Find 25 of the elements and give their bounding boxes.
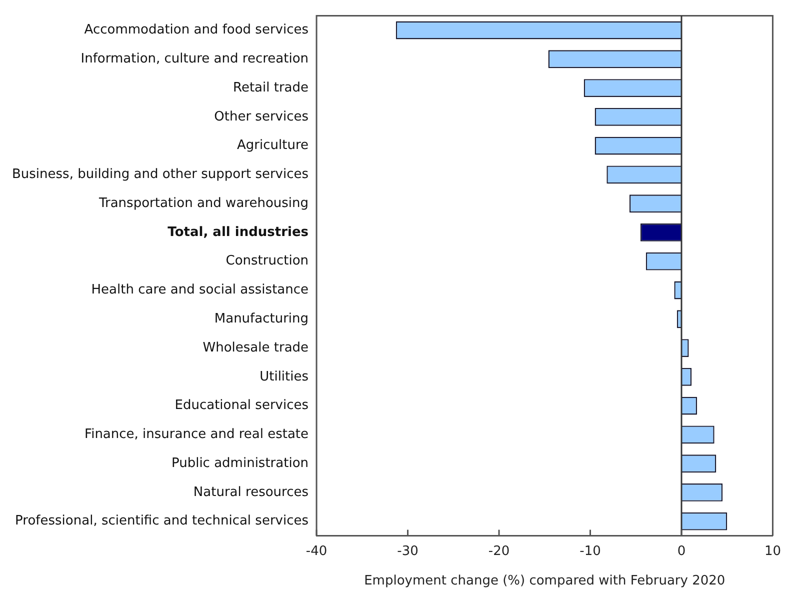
x-tick-label: 0 <box>677 544 686 559</box>
y-tick-label: Educational services <box>174 398 309 414</box>
y-tick-label: Accommodation and food services <box>84 22 309 38</box>
y-tick-label: Utilities <box>260 369 309 384</box>
y-tick-label: Natural resources <box>193 484 309 500</box>
y-tick-label: Agriculture <box>237 138 309 154</box>
y-tick-label: Public administration <box>171 456 309 471</box>
x-tick-label: -40 <box>306 544 328 559</box>
y-tick-label: Retail trade <box>233 80 309 96</box>
y-tick-label: Finance, insurance and real estate <box>84 427 309 442</box>
y-tick-label: Business, building and other support services <box>12 167 309 182</box>
y-tick-label: Total, all industries <box>168 224 309 240</box>
x-tick-label: -10 <box>580 544 601 559</box>
y-tick-label: Other services <box>214 109 309 124</box>
y-tick-label: Health care and social assistance <box>91 282 309 298</box>
y-tick-label: Manufacturing <box>214 312 309 327</box>
x-tick-label: -20 <box>488 544 510 559</box>
x-tick-label: 10 <box>764 544 781 559</box>
y-tick-label: Information, culture and recreation <box>80 52 309 67</box>
y-tick-label: Transportation and warehousing <box>98 196 309 211</box>
x-axis-title: Employment change (%) compared with February 2020 <box>364 574 726 589</box>
y-tick-label: Wholesale trade <box>202 340 309 356</box>
y-tick-label: Professional, scientific and technical services <box>15 514 309 529</box>
x-tick-label: -30 <box>397 544 418 559</box>
y-tick-label: Construction <box>226 254 309 269</box>
